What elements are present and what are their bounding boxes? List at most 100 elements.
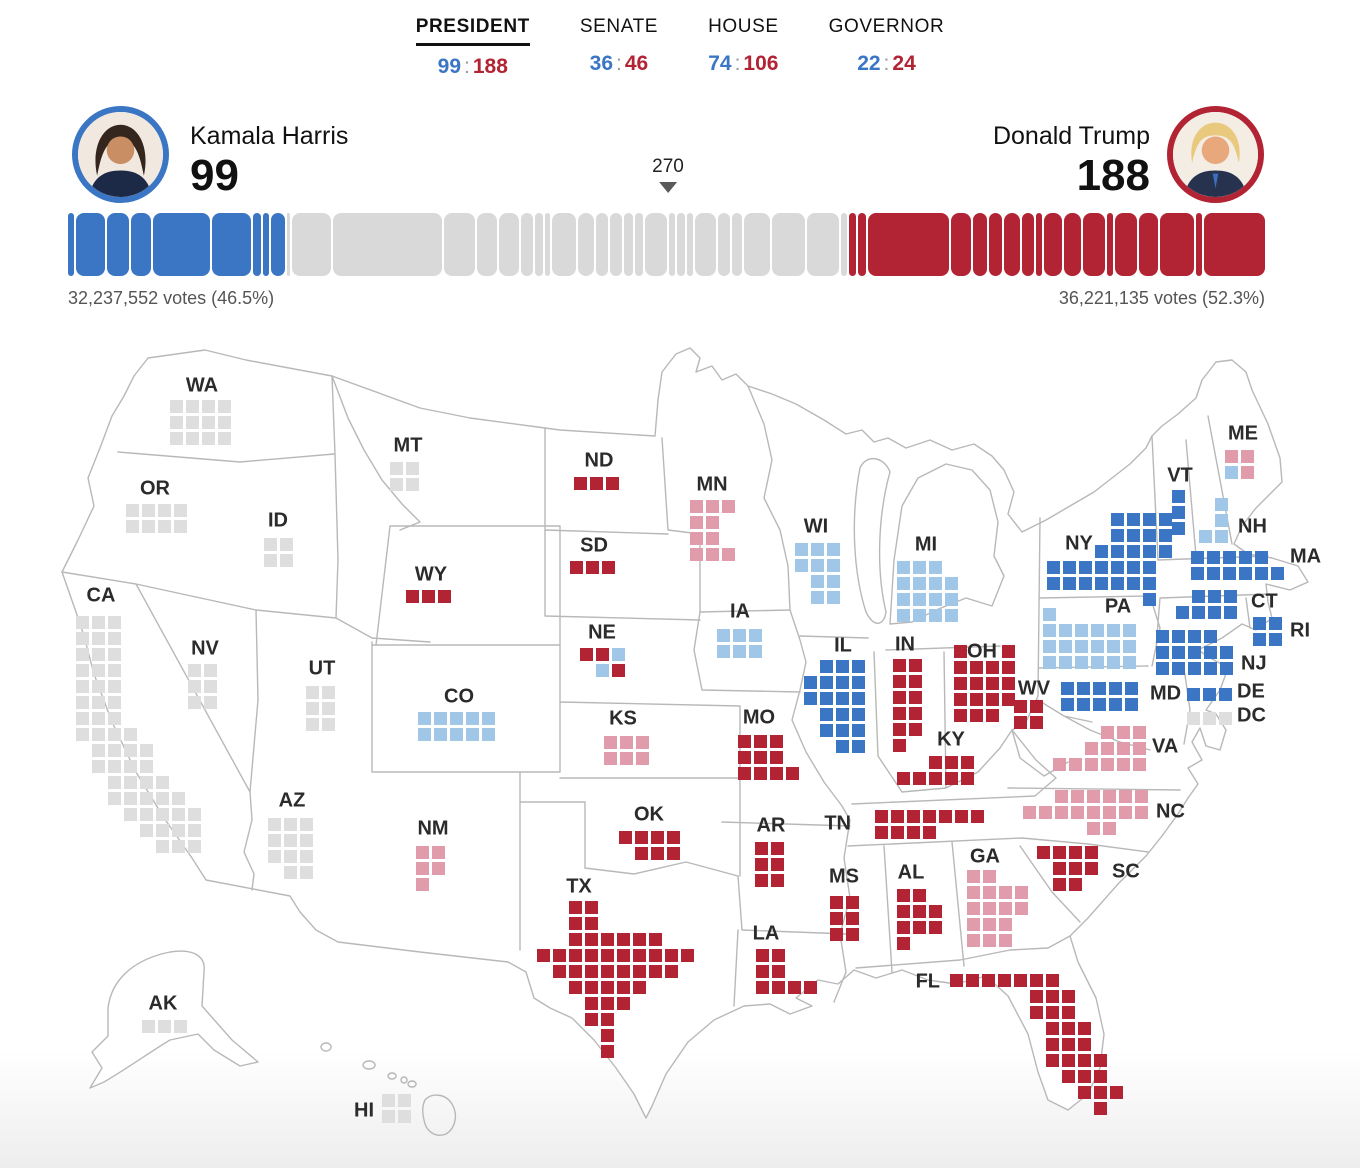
tab-house[interactable]: HOUSE 74:106 <box>708 16 779 79</box>
threshold-value: 270 <box>652 156 684 177</box>
state-label-nj: NJ <box>1241 652 1267 675</box>
count-separator: : <box>616 52 622 75</box>
ev-square <box>1069 862 1082 875</box>
state-label-in: IN <box>895 633 915 656</box>
ev-square <box>1192 606 1205 619</box>
ev-bar-segment <box>677 213 686 276</box>
ev-square <box>772 949 785 962</box>
ev-square <box>124 792 137 805</box>
ev-square <box>836 724 849 737</box>
ev-square <box>733 629 746 642</box>
tab-president-counts: 99:188 <box>416 55 530 79</box>
ev-square <box>1077 698 1090 711</box>
ev-square <box>820 724 833 737</box>
ev-square <box>1135 790 1148 803</box>
tab-governor[interactable]: GOVERNOR 22:24 <box>829 16 945 79</box>
ev-square <box>108 696 121 709</box>
ev-bar-segment <box>211 213 251 276</box>
harris-vote-total: 32,237,552 votes (46.5%) <box>68 288 275 308</box>
ev-square <box>601 1045 614 1058</box>
ev-square <box>893 723 906 736</box>
ev-square <box>804 676 817 689</box>
ev-square <box>1087 806 1100 819</box>
rep-count: 106 <box>743 52 779 75</box>
ev-square <box>158 520 171 533</box>
ev-square <box>553 965 566 978</box>
ev-square <box>1253 617 1266 630</box>
ev-square <box>954 677 967 690</box>
ev-square <box>690 500 703 513</box>
ev-square <box>585 917 598 930</box>
ev-square <box>418 728 431 741</box>
ev-square <box>1188 630 1201 643</box>
harris-avatar <box>72 106 169 203</box>
tab-house-counts: 74:106 <box>708 52 779 76</box>
harris-name: Kamala Harris <box>190 122 349 150</box>
ev-square <box>156 808 169 821</box>
ev-square <box>158 504 171 517</box>
ev-square <box>1078 1038 1091 1051</box>
ev-square <box>836 660 849 673</box>
ev-square <box>108 648 121 661</box>
ev-square <box>706 500 719 513</box>
ev-square <box>738 751 751 764</box>
ev-square <box>585 1013 598 1026</box>
tab-senate[interactable]: SENATE 36:46 <box>580 16 658 79</box>
ev-square <box>820 708 833 721</box>
ev-square <box>755 874 768 887</box>
ev-bar-segment <box>1106 213 1113 276</box>
ev-square <box>852 740 865 753</box>
ev-square <box>897 593 910 606</box>
ev-square <box>140 824 153 837</box>
ev-square <box>422 590 435 603</box>
ev-square <box>569 917 582 930</box>
ev-square <box>1223 551 1236 564</box>
ev-square <box>156 792 169 805</box>
state-label-sc: SC <box>1112 860 1140 883</box>
state-label-me: ME <box>1228 422 1258 445</box>
state-label-wv: WV <box>1017 677 1051 700</box>
ev-square <box>909 659 922 672</box>
ev-square <box>893 739 906 752</box>
state-label-ok: OK <box>634 803 664 826</box>
ev-square <box>585 933 598 946</box>
ev-square <box>108 616 121 629</box>
ev-square <box>450 712 463 725</box>
ev-square <box>1123 656 1136 669</box>
tab-house-label: HOUSE <box>708 16 779 37</box>
state-label-id: ID <box>268 509 288 532</box>
ev-square <box>280 538 293 551</box>
ev-square <box>1203 712 1216 725</box>
ev-square <box>929 756 942 769</box>
state-label-nd: ND <box>584 449 614 472</box>
ev-square <box>1062 1006 1075 1019</box>
ev-square <box>913 905 926 918</box>
tab-president[interactable]: PRESIDENT 99:188 <box>415 16 530 79</box>
ev-square <box>1002 677 1015 690</box>
ev-square <box>1253 633 1266 646</box>
ev-square <box>1085 758 1098 771</box>
ev-square <box>1062 1070 1075 1083</box>
harris-ev: 99 <box>190 151 239 200</box>
ev-square <box>322 718 335 731</box>
ev-square <box>108 632 121 645</box>
ev-square <box>1156 646 1169 659</box>
ev-square <box>434 712 447 725</box>
ev-square <box>280 554 293 567</box>
top-nav: PRESIDENT 99:188 SENATE 36:46 HOUSE 74:1… <box>0 16 1360 79</box>
ev-square <box>1207 551 1220 564</box>
ev-square <box>1063 561 1076 574</box>
ev-square <box>954 709 967 722</box>
ev-bar-segment <box>857 213 866 276</box>
ev-square <box>1043 608 1056 621</box>
state-label-ne: NE <box>588 621 616 644</box>
ev-square <box>929 772 942 785</box>
ev-square <box>124 808 137 821</box>
ev-square <box>1159 513 1172 526</box>
ev-square <box>1087 790 1100 803</box>
ev-square <box>649 949 662 962</box>
ev-square <box>1091 624 1104 637</box>
ev-square <box>398 1110 411 1123</box>
threshold-marker: 270 <box>652 156 684 193</box>
ev-square <box>1176 606 1189 619</box>
